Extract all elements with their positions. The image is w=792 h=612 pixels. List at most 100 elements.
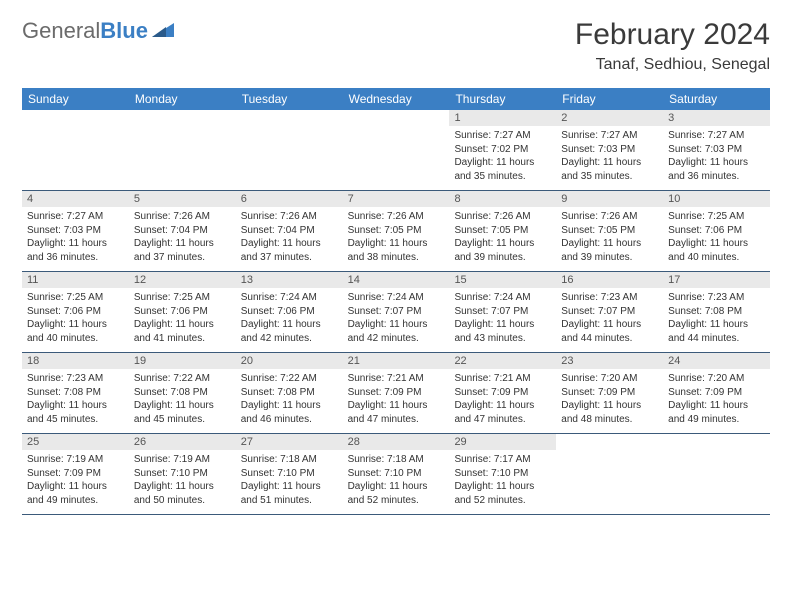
calendar-cell: 12Sunrise: 7:25 AMSunset: 7:06 PMDayligh… <box>129 272 236 352</box>
day-number: 23 <box>556 353 663 369</box>
sunrise-text: Sunrise: 7:23 AM <box>668 291 765 305</box>
day-number: 1 <box>449 110 556 126</box>
day-details: Sunrise: 7:20 AMSunset: 7:09 PMDaylight:… <box>556 369 663 429</box>
daylight-text: Daylight: 11 hours and 44 minutes. <box>668 318 765 345</box>
day-details: Sunrise: 7:21 AMSunset: 7:09 PMDaylight:… <box>449 369 556 429</box>
sunset-text: Sunset: 7:06 PM <box>241 305 338 319</box>
day-details: Sunrise: 7:27 AMSunset: 7:02 PMDaylight:… <box>449 126 556 186</box>
daylight-text: Daylight: 11 hours and 37 minutes. <box>241 237 338 264</box>
daylight-text: Daylight: 11 hours and 47 minutes. <box>454 399 551 426</box>
day-details: Sunrise: 7:23 AMSunset: 7:08 PMDaylight:… <box>22 369 129 429</box>
sunset-text: Sunset: 7:02 PM <box>454 143 551 157</box>
calendar-cell: 4Sunrise: 7:27 AMSunset: 7:03 PMDaylight… <box>22 191 129 271</box>
daylight-text: Daylight: 11 hours and 37 minutes. <box>134 237 231 264</box>
logo-blue: Blue <box>100 18 148 43</box>
sunset-text: Sunset: 7:03 PM <box>668 143 765 157</box>
day-number: 10 <box>663 191 770 207</box>
header: GeneralBlue February 2024 Tanaf, Sedhiou… <box>22 18 770 74</box>
day-number: 3 <box>663 110 770 126</box>
sunrise-text: Sunrise: 7:25 AM <box>134 291 231 305</box>
sunrise-text: Sunrise: 7:25 AM <box>668 210 765 224</box>
calendar-header-row: SundayMondayTuesdayWednesdayThursdayFrid… <box>22 88 770 110</box>
day-details: Sunrise: 7:24 AMSunset: 7:07 PMDaylight:… <box>449 288 556 348</box>
calendar-cell: 27Sunrise: 7:18 AMSunset: 7:10 PMDayligh… <box>236 434 343 514</box>
sunrise-text: Sunrise: 7:27 AM <box>561 129 658 143</box>
day-details: Sunrise: 7:18 AMSunset: 7:10 PMDaylight:… <box>343 450 450 510</box>
daylight-text: Daylight: 11 hours and 52 minutes. <box>348 480 445 507</box>
sunrise-text: Sunrise: 7:23 AM <box>561 291 658 305</box>
daylight-text: Daylight: 11 hours and 38 minutes. <box>348 237 445 264</box>
weekday-header: Tuesday <box>236 88 343 110</box>
sunrise-text: Sunrise: 7:20 AM <box>668 372 765 386</box>
sunrise-text: Sunrise: 7:26 AM <box>134 210 231 224</box>
daylight-text: Daylight: 11 hours and 43 minutes. <box>454 318 551 345</box>
daylight-text: Daylight: 11 hours and 49 minutes. <box>27 480 124 507</box>
calendar-cell: 10Sunrise: 7:25 AMSunset: 7:06 PMDayligh… <box>663 191 770 271</box>
sunrise-text: Sunrise: 7:26 AM <box>561 210 658 224</box>
sunset-text: Sunset: 7:10 PM <box>241 467 338 481</box>
day-details: Sunrise: 7:27 AMSunset: 7:03 PMDaylight:… <box>22 207 129 267</box>
sunset-text: Sunset: 7:08 PM <box>668 305 765 319</box>
calendar-cell: 15Sunrise: 7:24 AMSunset: 7:07 PMDayligh… <box>449 272 556 352</box>
calendar-cell: 25Sunrise: 7:19 AMSunset: 7:09 PMDayligh… <box>22 434 129 514</box>
daylight-text: Daylight: 11 hours and 39 minutes. <box>561 237 658 264</box>
sunrise-text: Sunrise: 7:23 AM <box>27 372 124 386</box>
sunrise-text: Sunrise: 7:24 AM <box>241 291 338 305</box>
calendar-cell: 21Sunrise: 7:21 AMSunset: 7:09 PMDayligh… <box>343 353 450 433</box>
day-details: Sunrise: 7:22 AMSunset: 7:08 PMDaylight:… <box>236 369 343 429</box>
day-details: Sunrise: 7:19 AMSunset: 7:09 PMDaylight:… <box>22 450 129 510</box>
sunrise-text: Sunrise: 7:26 AM <box>348 210 445 224</box>
calendar-cell: 24Sunrise: 7:20 AMSunset: 7:09 PMDayligh… <box>663 353 770 433</box>
daylight-text: Daylight: 11 hours and 44 minutes. <box>561 318 658 345</box>
day-details: Sunrise: 7:17 AMSunset: 7:10 PMDaylight:… <box>449 450 556 510</box>
day-details: Sunrise: 7:26 AMSunset: 7:05 PMDaylight:… <box>449 207 556 267</box>
day-details: Sunrise: 7:21 AMSunset: 7:09 PMDaylight:… <box>343 369 450 429</box>
daylight-text: Daylight: 11 hours and 36 minutes. <box>27 237 124 264</box>
calendar-cell: 23Sunrise: 7:20 AMSunset: 7:09 PMDayligh… <box>556 353 663 433</box>
sunset-text: Sunset: 7:09 PM <box>454 386 551 400</box>
sunset-text: Sunset: 7:05 PM <box>454 224 551 238</box>
daylight-text: Daylight: 11 hours and 47 minutes. <box>348 399 445 426</box>
day-details: Sunrise: 7:26 AMSunset: 7:05 PMDaylight:… <box>343 207 450 267</box>
sunrise-text: Sunrise: 7:26 AM <box>454 210 551 224</box>
sunset-text: Sunset: 7:09 PM <box>27 467 124 481</box>
calendar-cell: 14Sunrise: 7:24 AMSunset: 7:07 PMDayligh… <box>343 272 450 352</box>
daylight-text: Daylight: 11 hours and 41 minutes. <box>134 318 231 345</box>
day-number: 29 <box>449 434 556 450</box>
sunrise-text: Sunrise: 7:26 AM <box>241 210 338 224</box>
daylight-text: Daylight: 11 hours and 45 minutes. <box>134 399 231 426</box>
weekday-header: Friday <box>556 88 663 110</box>
calendar-row: 11Sunrise: 7:25 AMSunset: 7:06 PMDayligh… <box>22 272 770 353</box>
sunrise-text: Sunrise: 7:22 AM <box>241 372 338 386</box>
day-details: Sunrise: 7:23 AMSunset: 7:08 PMDaylight:… <box>663 288 770 348</box>
sunrise-text: Sunrise: 7:19 AM <box>134 453 231 467</box>
sunset-text: Sunset: 7:03 PM <box>561 143 658 157</box>
sunrise-text: Sunrise: 7:22 AM <box>134 372 231 386</box>
calendar-cell: 6Sunrise: 7:26 AMSunset: 7:04 PMDaylight… <box>236 191 343 271</box>
day-number: 19 <box>129 353 236 369</box>
day-number: 6 <box>236 191 343 207</box>
day-number: 14 <box>343 272 450 288</box>
day-details: Sunrise: 7:26 AMSunset: 7:04 PMDaylight:… <box>129 207 236 267</box>
sunset-text: Sunset: 7:05 PM <box>348 224 445 238</box>
daylight-text: Daylight: 11 hours and 36 minutes. <box>668 156 765 183</box>
day-details: Sunrise: 7:20 AMSunset: 7:09 PMDaylight:… <box>663 369 770 429</box>
day-number: 20 <box>236 353 343 369</box>
calendar-cell: 17Sunrise: 7:23 AMSunset: 7:08 PMDayligh… <box>663 272 770 352</box>
calendar-cell: 20Sunrise: 7:22 AMSunset: 7:08 PMDayligh… <box>236 353 343 433</box>
day-details: Sunrise: 7:18 AMSunset: 7:10 PMDaylight:… <box>236 450 343 510</box>
weekday-header: Wednesday <box>343 88 450 110</box>
sunset-text: Sunset: 7:10 PM <box>454 467 551 481</box>
sunset-text: Sunset: 7:09 PM <box>668 386 765 400</box>
day-number: 13 <box>236 272 343 288</box>
day-details: Sunrise: 7:25 AMSunset: 7:06 PMDaylight:… <box>22 288 129 348</box>
calendar-cell: 13Sunrise: 7:24 AMSunset: 7:06 PMDayligh… <box>236 272 343 352</box>
calendar-row: 4Sunrise: 7:27 AMSunset: 7:03 PMDaylight… <box>22 191 770 272</box>
day-details: Sunrise: 7:22 AMSunset: 7:08 PMDaylight:… <box>129 369 236 429</box>
day-details: Sunrise: 7:25 AMSunset: 7:06 PMDaylight:… <box>129 288 236 348</box>
sunrise-text: Sunrise: 7:20 AM <box>561 372 658 386</box>
sunset-text: Sunset: 7:05 PM <box>561 224 658 238</box>
sunset-text: Sunset: 7:10 PM <box>348 467 445 481</box>
sunrise-text: Sunrise: 7:18 AM <box>241 453 338 467</box>
daylight-text: Daylight: 11 hours and 40 minutes. <box>27 318 124 345</box>
